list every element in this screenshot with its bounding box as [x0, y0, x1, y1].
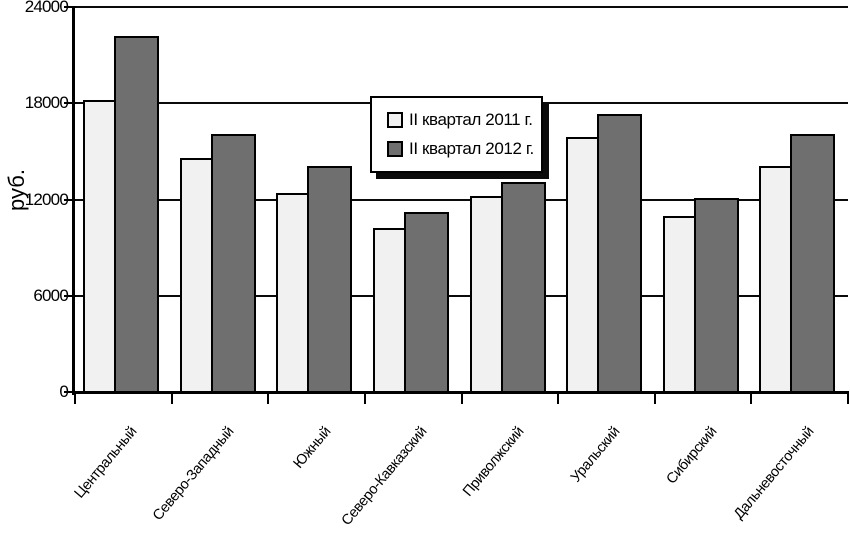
y-axis-tick-label-12000: 12000: [24, 189, 69, 209]
x-axis-tick-7: [750, 392, 753, 404]
x-axis-tick-4: [460, 392, 463, 404]
legend-swatch-2012-icon: [387, 141, 403, 157]
bar-2011-5: [566, 136, 600, 394]
y-axis-tick-18000: [64, 102, 76, 105]
legend-swatch-2011-icon: [387, 112, 403, 128]
y-axis-line: [72, 6, 75, 395]
bar-2012-4: [500, 181, 546, 394]
x-axis-tick-5: [557, 392, 560, 404]
y-axis-tick-label-6000: 6000: [33, 285, 68, 305]
y-axis-tick-6000: [64, 294, 76, 297]
y-axis-tick-0: [64, 391, 76, 393]
bar-2012-1: [210, 133, 256, 394]
y-axis-tick-label-24000: 24000: [24, 0, 69, 16]
legend-item-2011: II квартал 2011 г.: [387, 110, 541, 130]
x-axis-tick-3: [363, 392, 366, 404]
bar-2012-3: [403, 212, 449, 394]
bar-2012-5: [597, 114, 643, 394]
bar-2011-1: [179, 157, 213, 394]
y-axis-tick-12000: [64, 198, 76, 201]
gridline-6000: [75, 294, 848, 297]
legend: II квартал 2011 г. II квартал 2012 г.: [370, 96, 543, 173]
y-axis-tick-label-18000: 18000: [24, 93, 69, 113]
bar-2012-2: [307, 165, 353, 394]
y-axis-tick-label-0: 0: [59, 382, 68, 401]
bar-2012-7: [790, 133, 836, 394]
bar-2011-0: [83, 100, 116, 394]
bar-2012-6: [693, 197, 739, 394]
x-axis-tick-6: [653, 392, 656, 404]
legend-item-2012: II квартал 2012 г.: [387, 139, 541, 159]
bar-2012-0: [114, 35, 159, 394]
x-axis-tick-1: [170, 392, 173, 404]
legend-label-2011: II квартал 2011 г.: [409, 110, 533, 129]
bar-2011-7: [759, 165, 793, 394]
legend-label-2012: II квартал 2012 г.: [409, 139, 534, 158]
gridline-24000: [75, 6, 848, 8]
bar-2011-3: [372, 228, 406, 394]
bar-2011-6: [662, 215, 696, 394]
x-axis-tick-0: [74, 392, 76, 404]
x-axis-label-0: Центральный: [71, 424, 141, 502]
bar-2011-2: [276, 193, 310, 394]
x-axis-tick-2: [267, 392, 270, 404]
bar-2011-4: [469, 196, 503, 394]
x-axis-tick-8: [847, 392, 849, 404]
y-axis-tick-24000: [64, 6, 76, 8]
gridline-12000: [75, 198, 848, 201]
